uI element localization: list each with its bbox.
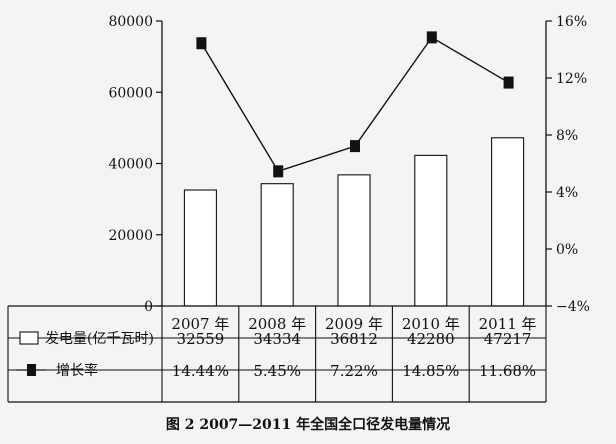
growth-rate-label: 14.85% — [402, 362, 459, 380]
x-tick-label: 2009 年 — [325, 315, 383, 333]
bar-value-label: 47217 — [484, 330, 532, 348]
growth-rate-point-2009 年 — [350, 140, 360, 153]
growth-rate-point-2007 年 — [196, 37, 207, 50]
bar-2007 年 — [183, 189, 217, 307]
right-tick-label: −4% — [556, 299, 590, 315]
legend-line-marker — [27, 364, 36, 376]
growth-rate-label: 5.45% — [253, 362, 301, 380]
left-tick-label: 60000 — [108, 85, 153, 101]
bar-value-label: 34334 — [253, 330, 301, 348]
x-tick-label: 2008 年 — [248, 315, 306, 333]
x-tick-label: 2010 年 — [402, 315, 460, 333]
left-tick-label: 20000 — [108, 228, 153, 244]
legend-line-label: 增长率 — [56, 362, 98, 379]
right-tick-label: 4% — [556, 185, 578, 201]
right-tick-label: 12% — [556, 71, 587, 87]
bars-layer — [183, 137, 525, 307]
right-tick-label: 8% — [556, 128, 578, 144]
left-tick-label: 0 — [144, 299, 153, 315]
axes-layer: 0 20000 40000 60000 80000 −4% 0% 4% 8% 12% 16% — [108, 14, 590, 315]
growth-rate-label: 14.44% — [172, 362, 229, 380]
growth-rate-label: 7.22% — [330, 362, 378, 380]
right-tick-label: 0% — [556, 242, 578, 258]
left-tick-label: 80000 — [108, 14, 153, 30]
legend-bar-label: 发电量(亿千瓦时) — [45, 331, 154, 347]
growth-rate-point-2010 年 — [426, 31, 437, 44]
growth-rate-point-2008 年 — [273, 165, 284, 178]
x-tick-label: 2007 年 — [171, 315, 229, 333]
x-tick-label: 2011 年 — [479, 315, 537, 333]
bar-value-label: 36812 — [330, 330, 378, 348]
line-layer — [196, 31, 514, 178]
left-tick-label: 40000 — [108, 157, 153, 173]
bar-2009 年 — [337, 174, 371, 307]
bar-value-label: 32559 — [177, 330, 225, 348]
growth-rate-label: 11.68% — [479, 362, 536, 380]
right-tick-label: 16% — [556, 14, 587, 30]
growth-rate-point-2011 年 — [503, 76, 514, 89]
bar-2011 年 — [491, 137, 525, 307]
bar-value-label: 42280 — [407, 330, 455, 348]
bar-2008 年 — [260, 183, 294, 307]
bar-2010 年 — [414, 154, 448, 307]
chart-caption: 图 2 2007—2011 年全国全口径发电量情况 — [166, 416, 450, 433]
legend-bar-swatch — [19, 331, 39, 345]
